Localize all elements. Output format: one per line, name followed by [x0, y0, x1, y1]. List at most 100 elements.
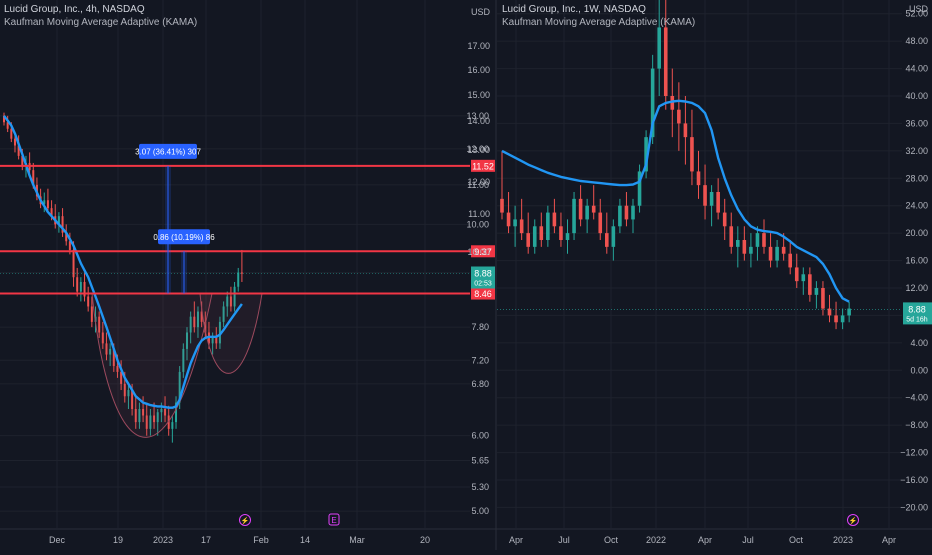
right-price-label-bg: [903, 302, 932, 325]
left-candle-body: [175, 402, 178, 423]
left-cup-pattern: [91, 293, 213, 438]
right-candle-body: [500, 198, 504, 213]
right-candle-body: [677, 109, 681, 124]
right-x-tick-label: Oct: [789, 535, 804, 545]
right-candle-body: [631, 205, 635, 220]
left-candle-body: [145, 415, 148, 429]
left-level-label-bg: [471, 287, 495, 300]
right-x-tick-label: 2023: [833, 535, 853, 545]
right-x-tick-label: Jul: [742, 535, 754, 545]
right-candle-body: [729, 226, 734, 247]
left-x-tick-label: Dec: [49, 535, 66, 545]
left-candle-body: [153, 415, 156, 423]
right-candle-body: [808, 274, 812, 295]
right-secondary-y-tick-label: 10.00: [467, 247, 490, 257]
left-candle-body: [43, 200, 46, 205]
left-level-label-bg: [471, 159, 495, 172]
left-candle-body: [226, 296, 229, 307]
left-candle-body: [204, 321, 207, 333]
right-candle-body: [794, 267, 799, 282]
right-candle-body: [591, 205, 596, 213]
left-y-tick-label: 6.80: [471, 379, 489, 389]
right-candle-body: [749, 246, 753, 254]
left-candle-body: [65, 232, 68, 242]
lightning-glyph: ⚡: [241, 516, 250, 525]
left-candle-body: [112, 348, 115, 367]
right-chart-title[interactable]: Lucid Group, Inc., 1W, NASDAQ: [502, 4, 646, 15]
left-candle-body: [160, 408, 163, 413]
right-candle-body: [801, 274, 806, 282]
left-indicator-label[interactable]: Kaufman Moving Average Adaptive (KAMA): [4, 17, 198, 28]
left-candle-body: [171, 422, 174, 429]
left-candle-body: [186, 332, 188, 349]
left-candle-body: [32, 170, 35, 185]
left-x-tick-label: 20: [420, 535, 430, 545]
right-secondary-y-tick-label: 17.00: [467, 41, 490, 51]
right-candle-body: [742, 240, 747, 254]
left-chart-title[interactable]: Lucid Group, Inc., 4h, NASDAQ: [4, 4, 145, 15]
right-candle-body: [519, 219, 524, 234]
left-candle-body: [222, 306, 225, 322]
lightning-icon: [847, 514, 859, 526]
right-y-tick-label: 52.00: [905, 9, 928, 19]
left-candle-body: [156, 412, 159, 423]
right-candle-body: [703, 185, 707, 206]
left-price-countdown: 02:53: [474, 280, 492, 287]
left-candle-body: [193, 316, 196, 328]
measure-label: 0.86 (10.19%) 86: [153, 233, 215, 242]
right-x-tick-label: Apr: [509, 535, 523, 545]
right-indicator-label[interactable]: Kaufman Moving Average Adaptive (KAMA): [502, 17, 696, 28]
right-candle-body: [559, 226, 563, 240]
right-candle-body: [827, 308, 832, 316]
left-candle-body: [13, 138, 16, 146]
right-y-tick-label: 36.00: [905, 118, 928, 128]
right-candle-body: [565, 233, 570, 240]
left-candle-body: [6, 122, 9, 129]
right-candle-body: [775, 246, 779, 261]
right-candle-body: [598, 212, 603, 234]
right-candle-body: [722, 212, 727, 227]
right-candle-body: [755, 233, 760, 247]
measure-label-bg: [158, 229, 210, 245]
left-candle-body: [3, 115, 5, 123]
left-x-tick-label: 17: [201, 535, 211, 545]
right-candle-body: [709, 192, 714, 206]
right-price-countdown: 5d 16h: [906, 316, 928, 323]
earnings-icon: [328, 513, 340, 526]
left-candle-body: [68, 241, 71, 250]
right-y-tick-label: 4.00: [910, 338, 928, 348]
left-candle-body: [196, 311, 199, 328]
right-axis-unit: USD: [909, 4, 929, 14]
left-x-tick-label: Mar: [349, 535, 365, 545]
left-candle-body: [120, 371, 123, 384]
left-candle-body: [189, 316, 192, 333]
left-x-tick-label: 2023: [153, 535, 173, 545]
right-y-tick-label: 16.00: [905, 256, 928, 266]
left-candle-body: [149, 415, 152, 429]
right-secondary-y-tick-label: USD: [471, 7, 491, 17]
right-candle-body: [696, 171, 701, 186]
left-candle-body: [57, 216, 60, 225]
left-candle-body: [46, 200, 49, 209]
right-y-tick-label: −12.00: [900, 448, 928, 458]
left-y-tick-label: 7.20: [471, 355, 489, 365]
left-candle-body: [215, 337, 218, 344]
right-candle-body: [683, 123, 688, 138]
left-candle-body: [142, 408, 145, 416]
left-y-tick-label: 7.80: [471, 322, 489, 332]
left-candle-body: [167, 415, 170, 429]
right-candle-body: [650, 68, 655, 138]
right-y-tick-label: −4.00: [905, 393, 928, 403]
left-candle-body: [164, 408, 167, 416]
left-candle-body: [90, 306, 93, 322]
left-candle-body: [134, 408, 137, 423]
left-y-tick-label: 5.30: [471, 482, 489, 492]
right-candle-body: [670, 96, 675, 110]
left-candle-body: [131, 390, 134, 409]
left-candle-body: [182, 348, 185, 372]
right-secondary-y-tick-label: 13.00: [467, 145, 490, 155]
right-candle-body: [663, 27, 668, 96]
right-candle-body: [657, 27, 661, 69]
